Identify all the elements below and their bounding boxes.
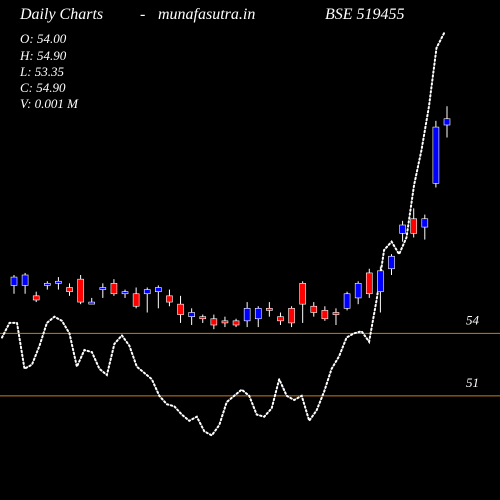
candle-body — [254, 308, 262, 320]
candle-body — [266, 308, 273, 311]
candle-body — [388, 255, 395, 270]
candle-body — [321, 310, 329, 320]
candle-body — [166, 295, 173, 303]
candle-body — [66, 287, 73, 292]
candle-14 — [166, 289, 173, 307]
candle-8 — [99, 283, 107, 298]
candle-13 — [155, 285, 162, 309]
candle-body — [132, 293, 140, 307]
candle-body — [354, 283, 362, 299]
candle-body — [32, 295, 40, 301]
candle-body — [199, 316, 207, 320]
candle-6 — [77, 275, 84, 305]
candle-body — [421, 218, 429, 228]
candle-11 — [132, 287, 140, 309]
candle-body — [121, 291, 129, 295]
candle-29 — [332, 308, 340, 325]
candle-body — [410, 218, 417, 234]
symbol-label: BSE 519455 — [325, 6, 405, 23]
candle-7 — [88, 297, 96, 305]
open-value: O: 54.00 — [20, 31, 67, 46]
high-value: H: 54.90 — [20, 48, 67, 63]
candle-body — [332, 312, 340, 315]
candle-22 — [254, 306, 262, 328]
candle-26 — [299, 281, 306, 323]
candle-body — [99, 287, 107, 290]
candle-body — [55, 280, 62, 284]
candle-body — [210, 318, 218, 326]
candle-12 — [143, 287, 151, 313]
close-value: C: 54.90 — [20, 80, 66, 95]
candle-body — [288, 308, 295, 324]
candle-25 — [288, 306, 295, 328]
candle-body — [21, 274, 29, 286]
volume-value: V: 0.001 M — [20, 96, 79, 111]
candle-32 — [365, 268, 373, 298]
candle-5 — [66, 283, 73, 296]
candle-body — [77, 278, 84, 303]
candle-3 — [44, 281, 51, 290]
candle-20 — [232, 318, 240, 328]
candle-19 — [221, 316, 229, 328]
candle-27 — [310, 302, 318, 317]
header-separator: - — [140, 6, 146, 23]
candle-28 — [321, 306, 329, 321]
level-label-1: 51 — [466, 375, 479, 390]
candle-34 — [388, 254, 395, 275]
candle-body — [377, 270, 384, 292]
level-label-0: 54 — [466, 312, 480, 327]
candle-body — [110, 283, 118, 295]
candle-21 — [243, 302, 251, 328]
candle-body — [188, 312, 195, 317]
candle-body — [44, 283, 51, 286]
chart-title: Daily Charts — [20, 6, 104, 23]
candle-body — [143, 289, 151, 295]
candle-body — [177, 303, 184, 315]
candle-9 — [110, 279, 118, 296]
candle-body — [299, 283, 306, 305]
candle-body — [221, 320, 229, 324]
candle-2 — [32, 291, 40, 303]
candle-4 — [55, 277, 62, 290]
candle-body — [10, 276, 18, 286]
candle-body — [232, 320, 240, 326]
candle-0 — [10, 275, 18, 294]
candle-body — [343, 293, 351, 309]
overlay-line — [1, 32, 445, 437]
candle-35 — [399, 220, 406, 242]
candle-16 — [188, 308, 195, 325]
candle-body — [399, 224, 406, 234]
candle-body — [243, 308, 251, 322]
candle-38 — [432, 120, 440, 188]
candle-17 — [199, 314, 207, 323]
candle-30 — [343, 291, 351, 311]
candle-23 — [266, 302, 273, 317]
candle-33 — [377, 266, 384, 313]
site-name: munafasutra.in — [158, 6, 256, 23]
candle-body — [365, 272, 373, 295]
candle-body — [88, 301, 96, 305]
candle-body — [432, 126, 440, 184]
candle-10 — [121, 289, 129, 298]
candle-18 — [210, 314, 218, 330]
candle-31 — [354, 281, 362, 305]
candle-body — [443, 118, 451, 126]
candle-37 — [421, 214, 429, 240]
low-value: L: 53.35 — [20, 64, 65, 79]
candle-15 — [177, 295, 184, 323]
candle-body — [155, 287, 162, 292]
candle-body — [277, 316, 284, 322]
candle-1 — [21, 272, 29, 294]
candle-39 — [443, 106, 451, 138]
candle-36 — [410, 208, 417, 238]
candle-24 — [277, 312, 284, 325]
candle-body — [310, 305, 318, 313]
